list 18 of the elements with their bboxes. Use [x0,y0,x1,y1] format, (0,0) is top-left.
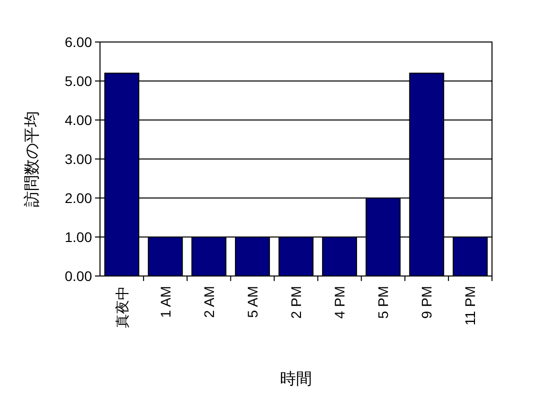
y-tick-label: 6.00 [64,34,92,50]
x-tick-label: 5 PM [375,286,392,319]
y-tick-label: 0.00 [64,268,92,284]
x-tick-label: 11 PM [462,286,478,326]
x-tick-label: 2 AM [200,286,217,318]
x-tick-label: 4 PM [332,286,348,319]
x-tick-label: 5 AM [244,286,260,318]
y-tick-label: 5.00 [64,73,92,89]
x-tick-label: 1 AM [157,286,174,318]
x-tick-label: 2 PM [288,286,304,319]
x-axis-title: 時間 [280,370,312,388]
y-tick-label: 4.00 [64,112,92,128]
x-tick-label: 真夜中 [114,286,130,328]
x-tick-label: 9 PM [418,286,435,319]
y-axis-title: 訪問数の平均 [23,111,41,207]
y-tick-label: 1.00 [64,229,92,245]
y-tick-label: 2.00 [64,190,92,206]
y-tick-label: 3.00 [64,151,92,167]
